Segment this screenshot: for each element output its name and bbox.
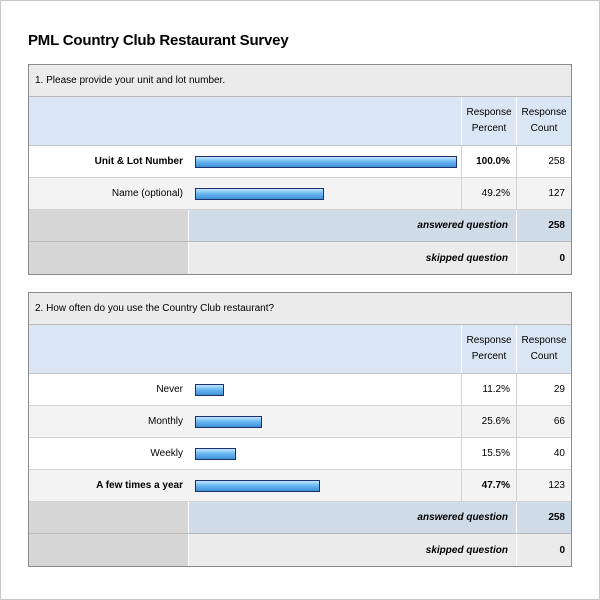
- skipped-count: 0: [516, 534, 571, 566]
- bar-cell: [189, 178, 461, 209]
- answer-row: A few times a year 47.7% 123: [29, 470, 571, 502]
- response-percent: 25.6%: [461, 406, 516, 437]
- response-count: 40: [516, 438, 571, 469]
- summary-lead: [29, 210, 189, 241]
- answer-row: Monthly 25.6% 66: [29, 406, 571, 438]
- response-percent: 49.2%: [461, 178, 516, 209]
- response-percent-header: Response Percent: [461, 97, 516, 145]
- skipped-row: skipped question 0: [29, 534, 571, 566]
- column-header-row: Response Percent Response Count: [29, 97, 571, 146]
- response-bar: [195, 447, 236, 460]
- skipped-count: 0: [516, 242, 571, 274]
- page-title: PML Country Club Restaurant Survey: [28, 32, 289, 49]
- response-bar: [195, 187, 324, 200]
- answer-row: Name (optional) 49.2% 127: [29, 178, 571, 210]
- skipped-row: skipped question 0: [29, 242, 571, 274]
- summary-lead: [29, 534, 189, 566]
- answered-row: answered question 258: [29, 502, 571, 534]
- answered-label: answered question: [189, 210, 516, 241]
- answer-row: Never 11.2% 29: [29, 374, 571, 406]
- answer-label: Never: [156, 384, 183, 395]
- bar-cell: [189, 470, 461, 501]
- response-count: 66: [516, 406, 571, 437]
- response-percent: 47.7%: [461, 470, 516, 501]
- response-bar: [195, 383, 224, 396]
- answer-row: Unit & Lot Number 100.0% 258: [29, 146, 571, 178]
- bar-cell: [189, 438, 461, 469]
- response-percent: 100.0%: [461, 146, 516, 177]
- bar-cell: [189, 374, 461, 405]
- survey-question-2: 2. How often do you use the Country Club…: [28, 292, 572, 567]
- bar-cell: [189, 146, 461, 177]
- skipped-label: skipped question: [189, 534, 516, 566]
- response-bar: [195, 479, 320, 492]
- response-percent: 15.5%: [461, 438, 516, 469]
- survey-question-1: 1. Please provide your unit and lot numb…: [28, 64, 572, 275]
- response-count: 258: [516, 146, 571, 177]
- answered-count: 258: [516, 210, 571, 241]
- column-header-row: Response Percent Response Count: [29, 325, 571, 374]
- summary-lead: [29, 502, 189, 533]
- question-text: 1. Please provide your unit and lot numb…: [29, 65, 571, 97]
- answer-label: Monthly: [29, 406, 189, 437]
- response-bar: [195, 155, 457, 168]
- response-bar: [195, 415, 262, 428]
- bar-cell: [189, 406, 461, 437]
- answer-label: Unit & Lot Number: [94, 156, 183, 167]
- column-header-spacer: [29, 325, 461, 373]
- answer-label: A few times a year: [29, 470, 189, 501]
- summary-lead: [29, 242, 189, 274]
- response-count: 123: [516, 470, 571, 501]
- response-count-header: Response Count: [516, 325, 571, 373]
- answered-row: answered question 258: [29, 210, 571, 242]
- column-header-spacer: [29, 97, 461, 145]
- answer-label: Name (optional): [29, 178, 189, 209]
- answer-label: Weekly: [150, 448, 183, 459]
- answered-label: answered question: [189, 502, 516, 533]
- answered-count: 258: [516, 502, 571, 533]
- response-percent: 11.2%: [461, 374, 516, 405]
- response-percent-header: Response Percent: [461, 325, 516, 373]
- skipped-label: skipped question: [189, 242, 516, 274]
- response-count-header: Response Count: [516, 97, 571, 145]
- response-count: 127: [516, 178, 571, 209]
- answer-row: Weekly 15.5% 40: [29, 438, 571, 470]
- response-count: 29: [516, 374, 571, 405]
- question-text: 2. How often do you use the Country Club…: [29, 293, 571, 325]
